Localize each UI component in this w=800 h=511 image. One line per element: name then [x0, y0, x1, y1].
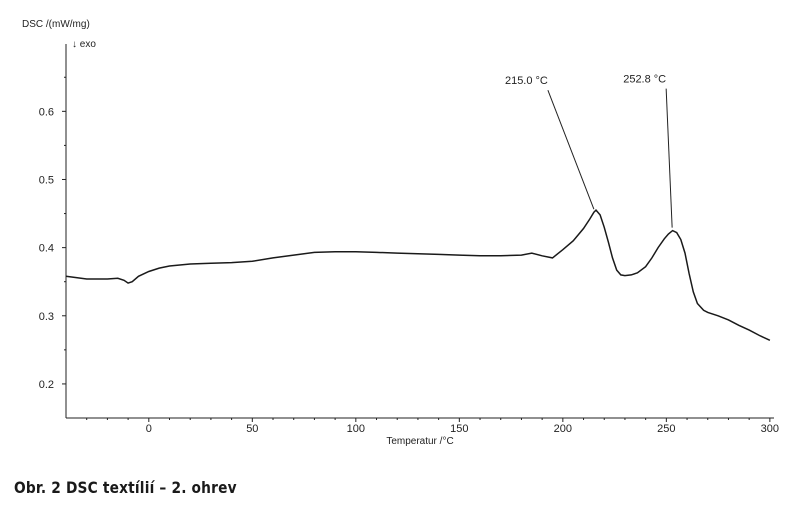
annotation-leader-line — [665, 88, 673, 228]
dsc-chart: 0 50 100 150 200 250 300 0.2 0.3 0.4 0.5 0.6 215.0 … — [22, 19, 779, 447]
x-tick-label: 200 — [554, 423, 572, 435]
x-tick-label: 100 — [347, 423, 365, 435]
x-axis-label: Temperatur /°C — [386, 436, 453, 447]
x-tick-label: 0 — [146, 423, 152, 435]
y-tick-label: 0.5 — [39, 174, 54, 186]
figure-caption: Obr. 2 DSC textílií – 2. ohrev — [14, 478, 237, 497]
x-tick-label: 150 — [450, 423, 468, 435]
y-tick-label: 0.3 — [39, 311, 54, 323]
ticks: 0 50 100 150 200 250 300 0.2 0.3 0.4 0.5 0.6 — [39, 76, 779, 435]
peak-temperature-label: 252.8 °C — [623, 74, 666, 86]
exo-direction-label: ↓ exo — [72, 39, 96, 50]
axes — [65, 44, 774, 419]
x-tick-label: 300 — [761, 423, 779, 435]
peak-annotations: 215.0 °C 252.8 °C — [505, 74, 673, 228]
dsc-curve — [65, 208, 771, 341]
annotation-leader-line — [547, 90, 595, 210]
peak-temperature-label: 215.0 °C — [505, 75, 548, 87]
y-tick-label: 0.4 — [39, 243, 54, 255]
x-tick-label: 250 — [657, 423, 675, 435]
y-axis-label: DSC /(mW/mg) — [22, 19, 90, 30]
y-tick-label: 0.6 — [39, 106, 54, 118]
y-tick-label: 0.2 — [39, 379, 54, 391]
x-tick-label: 50 — [246, 423, 258, 435]
